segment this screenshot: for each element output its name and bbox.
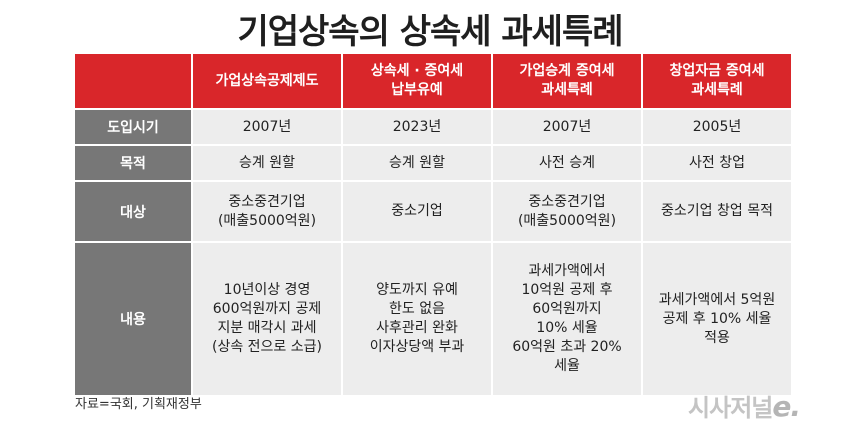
cell-line: 2005년	[692, 118, 742, 135]
cell-line: 10% 세율	[536, 320, 598, 336]
publisher-logo: 시사저널e.	[688, 388, 801, 423]
cell-line: 중소기업 창업 목적	[661, 203, 773, 219]
cell-line: 사전 창업	[689, 154, 745, 171]
cell-line: 세율	[554, 358, 580, 374]
cell-line: 중소기업	[391, 203, 443, 219]
cell-line: 승계 원할	[239, 154, 295, 171]
cell-line: 적용	[704, 329, 730, 346]
cell-line: 이자상당액 부과	[369, 339, 465, 355]
row-label: 도입시기	[75, 110, 191, 144]
table-row: 대상 중소중견기업 (매출5000억원) 중소기업 중소중견기업 (매출5000…	[75, 182, 791, 241]
table-cell: 중소기업 창업 목적	[643, 182, 791, 241]
row-label: 목적	[75, 146, 191, 180]
row-label: 내용	[75, 243, 191, 395]
table-cell: 과세가액에서 10억원 공제 후 60억원까지 10% 세율 60억원 초과 2…	[493, 243, 641, 395]
cell-line: (매출5000억원)	[517, 212, 617, 229]
cell-line: 2007년	[542, 118, 592, 135]
source-note: 자료=국회, 기획재정부	[75, 397, 202, 412]
cell-line: 사후관리 완화	[376, 320, 458, 336]
cell-line: 600억원까지 공제	[212, 301, 322, 317]
cell-line: 지분 매각시 과세	[217, 320, 317, 336]
cell-line: (매출5000억원)	[217, 212, 317, 229]
header-corner	[75, 54, 191, 108]
table-cell: 2005년	[643, 110, 791, 144]
cell-line: 승계 원할	[389, 154, 445, 171]
table-cell: 2007년	[493, 110, 641, 144]
table-cell: 양도까지 유예 한도 없음 사후관리 완화 이자상당액 부과	[343, 243, 491, 395]
cell-line: 중소중견기업	[528, 193, 606, 210]
header-line: 납부유예	[391, 82, 443, 98]
table-cell: 10년이상 경영 600억원까지 공제 지분 매각시 과세 (상속 전으로 소급…	[193, 243, 341, 395]
header-line: 상속세 · 증여세	[370, 63, 464, 79]
logo-suffix: e.	[772, 390, 801, 423]
table-cell: 중소중견기업 (매출5000억원)	[493, 182, 641, 241]
table-cell: 과세가액에서 5억원 공제 후 10% 세율 적용	[643, 243, 791, 395]
header-line: 가업상속공제제도	[215, 72, 319, 89]
comparison-table: 가업상속공제제도 상속세 · 증여세 납부유예 가업승계 증여세 과세특례 창업…	[73, 52, 793, 397]
cell-line: 60억원까지	[532, 301, 602, 317]
table-cell: 중소기업	[343, 182, 491, 241]
table-row: 내용 10년이상 경영 600억원까지 공제 지분 매각시 과세 (상속 전으로…	[75, 243, 791, 395]
logo-text: 시사저널	[688, 394, 773, 422]
cell-line: 중소중견기업	[228, 193, 306, 210]
page-title: 기업상속의 상속세 과세특례	[237, 12, 623, 52]
cell-line: 한도 없음	[389, 301, 445, 317]
header-line: 가업승계 증여세	[519, 63, 615, 79]
table-cell: 사전 창업	[643, 146, 791, 180]
header-cell: 가업상속공제제도	[193, 54, 341, 108]
cell-line: 10년이상 경영	[223, 282, 311, 298]
table-cell: 중소중견기업 (매출5000억원)	[193, 182, 341, 241]
header-cell: 창업자금 증여세 과세특례	[643, 54, 791, 108]
row-label: 대상	[75, 182, 191, 241]
header-line: 과세특례	[541, 82, 593, 98]
cell-line: 사전 승계	[539, 154, 595, 171]
cell-line: (상속 전으로 소급)	[212, 339, 322, 355]
header-row: 가업상속공제제도 상속세 · 증여세 납부유예 가업승계 증여세 과세특례 창업…	[75, 54, 791, 108]
table-cell: 승계 원할	[193, 146, 341, 180]
cell-line: 양도까지 유예	[376, 282, 458, 298]
header-cell: 상속세 · 증여세 납부유예	[343, 54, 491, 108]
table-row: 목적 승계 원할 승계 원할 사전 승계 사전 창업	[75, 146, 791, 180]
table-cell: 2007년	[193, 110, 341, 144]
cell-line: 2023년	[392, 118, 442, 135]
cell-line: 10억원 공제 후	[521, 282, 613, 298]
cell-line: 과세가액에서	[528, 263, 606, 279]
table-row: 도입시기 2007년 2023년 2007년 2005년	[75, 110, 791, 144]
table-cell: 2023년	[343, 110, 491, 144]
table-cell: 승계 원할	[343, 146, 491, 180]
header-cell: 가업승계 증여세 과세특례	[493, 54, 641, 108]
cell-line: 과세가액에서 5억원	[658, 291, 776, 308]
header-line: 과세특례	[691, 82, 743, 98]
cell-line: 60억원 초과 20%	[512, 339, 622, 355]
table-cell: 사전 승계	[493, 146, 641, 180]
header-line: 창업자금 증여세	[669, 63, 765, 79]
cell-line: 2007년	[242, 118, 292, 135]
cell-line: 공제 후 10% 세율	[662, 310, 772, 327]
